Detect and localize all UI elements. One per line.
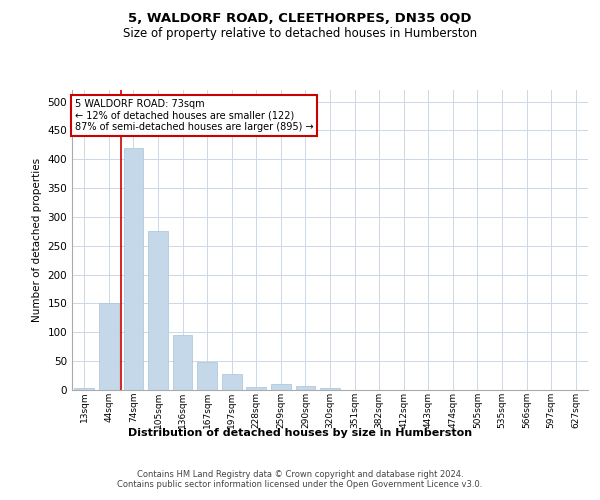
Bar <box>148 232 168 390</box>
Bar <box>124 148 143 390</box>
Bar <box>271 384 290 390</box>
Bar <box>173 335 193 390</box>
Bar <box>320 388 340 390</box>
Text: 5, WALDORF ROAD, CLEETHORPES, DN35 0QD: 5, WALDORF ROAD, CLEETHORPES, DN35 0QD <box>128 12 472 26</box>
Bar <box>222 374 242 390</box>
Text: 5 WALDORF ROAD: 73sqm
← 12% of detached houses are smaller (122)
87% of semi-det: 5 WALDORF ROAD: 73sqm ← 12% of detached … <box>74 99 313 132</box>
Bar <box>74 388 94 390</box>
Text: Contains HM Land Registry data © Crown copyright and database right 2024.
Contai: Contains HM Land Registry data © Crown c… <box>118 470 482 490</box>
Bar <box>99 304 119 390</box>
Y-axis label: Number of detached properties: Number of detached properties <box>32 158 42 322</box>
Bar <box>296 386 315 390</box>
Bar <box>197 362 217 390</box>
Bar <box>247 386 266 390</box>
Text: Size of property relative to detached houses in Humberston: Size of property relative to detached ho… <box>123 28 477 40</box>
Text: Distribution of detached houses by size in Humberston: Distribution of detached houses by size … <box>128 428 472 438</box>
